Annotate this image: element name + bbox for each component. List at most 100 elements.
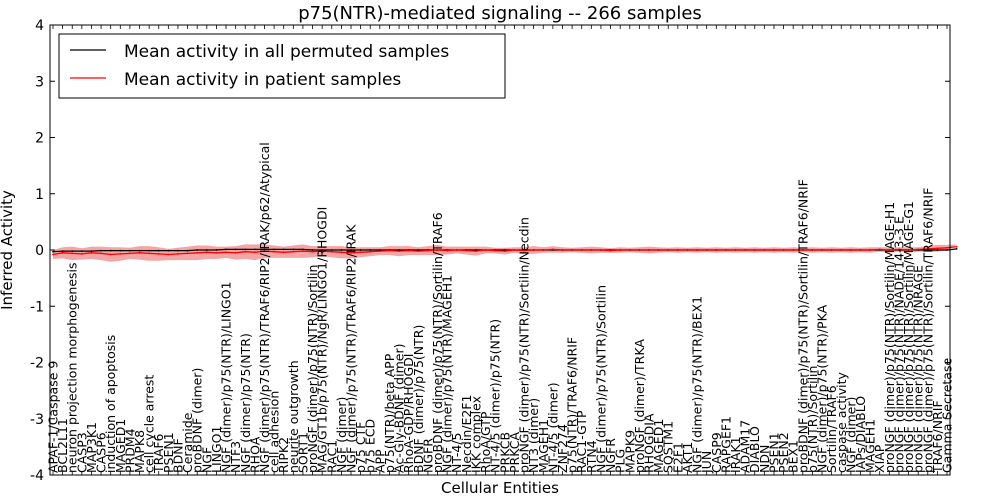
y-tick-label: 2	[35, 131, 44, 147]
x-category-label: PSEN1	[767, 432, 782, 473]
data-point-patient	[330, 250, 333, 253]
data-point-permuted	[292, 248, 295, 251]
data-point-patient	[821, 249, 823, 251]
data-point-patient	[532, 249, 535, 251]
chart-title: p75(NTR)-mediated signaling -- 266 sampl…	[298, 3, 702, 24]
data-point-patient	[936, 247, 939, 250]
x-category-label: cell cycle arrest	[142, 375, 157, 473]
data-point-patient	[119, 253, 122, 255]
data-point-patient	[926, 248, 929, 250]
data-point-patient	[244, 250, 247, 253]
data-point-patient	[340, 251, 343, 254]
x-category-label: PRDM4	[122, 428, 137, 473]
data-point-patient	[811, 249, 814, 251]
data-point-patient	[946, 246, 948, 249]
data-point-patient	[513, 249, 516, 251]
data-point-permuted	[936, 249, 939, 251]
data-point-patient	[436, 249, 439, 251]
legend: Mean activity in all permuted samples Me…	[58, 33, 506, 99]
data-point-patient	[734, 249, 737, 251]
x-category-label: PSEN2	[776, 432, 791, 473]
data-point-patient	[792, 249, 795, 251]
data-point-permuted	[71, 250, 74, 253]
data-point-patient	[234, 251, 237, 254]
data-point-patient	[417, 250, 420, 253]
data-point-patient	[302, 250, 304, 253]
x-category-label: NDN	[757, 445, 772, 473]
data-point-permuted	[148, 249, 151, 252]
data-point-patient	[628, 249, 631, 251]
data-point-patient	[71, 252, 74, 255]
x-category-label: CASP9	[709, 432, 724, 473]
y-tick-label: 0	[35, 243, 44, 259]
data-point-permuted	[61, 250, 64, 253]
x-category-label: proNGF (dimer)/p75(NTR)/Sortilin/TRAF6/N…	[920, 188, 935, 473]
data-point-patient	[619, 249, 622, 251]
x-category-label: BCL2L11	[55, 418, 70, 473]
x-category-label: NT-4/5 (dimer)	[545, 382, 560, 473]
data-point-patient	[552, 248, 554, 251]
x-category-label: MAPK8	[132, 430, 147, 473]
data-point-patient	[542, 249, 545, 251]
x-category-label: p75(NTR)/TRAF6/NRIF	[565, 337, 580, 473]
y-tick-label: -3	[30, 412, 44, 428]
x-category-label: RIPK2	[276, 437, 291, 473]
data-point-patient	[52, 253, 54, 256]
x-category-label: NGF (dimer)/p75(NTR)/PKA	[815, 304, 830, 473]
x-category-label: NGF (dimer)/p75(NTR)/TRAF6/RIP2/IRAK/p62…	[257, 142, 272, 473]
data-point-permuted	[955, 248, 958, 250]
data-point-permuted	[215, 249, 218, 251]
x-category-label: NT3 (dimer)	[526, 398, 541, 473]
data-point-patient	[888, 249, 891, 251]
data-point-patient	[763, 249, 766, 251]
data-point-patient	[830, 249, 833, 251]
x-category-label: PRKCA	[507, 432, 522, 473]
data-point-permuted	[244, 248, 247, 251]
data-point-patient	[157, 253, 160, 255]
x-category-label: E2F1	[670, 442, 685, 473]
data-point-patient	[917, 248, 920, 251]
data-point-patient	[61, 251, 64, 254]
data-point-patient	[225, 251, 227, 254]
data-point-patient	[878, 248, 881, 251]
data-point-patient	[696, 249, 698, 251]
x-category-label: RTN4	[584, 440, 599, 473]
x-category-label: ZNF274	[555, 424, 570, 473]
data-point-patient	[138, 251, 141, 254]
y-tick-label: 1	[35, 187, 44, 203]
data-point-patient	[657, 249, 660, 251]
data-point-patient	[869, 249, 871, 251]
x-category-label: p75(NTR)/Sortilin	[805, 366, 820, 473]
data-point-permuted	[177, 249, 179, 252]
data-point-patient	[369, 250, 372, 253]
data-point-patient	[676, 249, 679, 251]
x-category-label: Gamma Secretase	[940, 358, 955, 473]
data-point-permuted	[186, 249, 189, 252]
x-category-label: proNGF (dimer)/p75(NTR)/Sortilin	[305, 265, 320, 473]
data-point-patient	[801, 249, 804, 251]
x-category-label: PSEN1	[161, 432, 176, 473]
x-category-label: APP	[372, 449, 387, 473]
x-category-label: proBDNF (dimer)	[190, 368, 205, 473]
data-point-permuted	[254, 248, 256, 251]
x-axis-label: Cellular Entities	[441, 479, 559, 497]
patient-confidence-band	[53, 244, 957, 262]
x-category-label: NGF (dimer)	[334, 397, 349, 473]
x-category-label: CASP3	[74, 432, 89, 473]
data-point-patient	[600, 249, 602, 251]
y-tick-label: 4	[35, 18, 44, 34]
data-point-patient	[446, 249, 448, 252]
data-point-patient	[311, 250, 314, 253]
data-point-patient	[148, 252, 151, 255]
data-point-permuted	[350, 249, 352, 251]
data-point-permuted	[205, 249, 208, 251]
data-point-permuted	[234, 248, 237, 251]
data-point-patient	[494, 249, 497, 252]
data-point-patient	[359, 251, 362, 254]
data-point-patient	[465, 249, 468, 252]
x-category-label: IRAK1	[728, 436, 743, 473]
x-category-label: neuron projection morphogenesis	[65, 262, 80, 473]
x-category-label: RAPGEF1	[718, 416, 733, 473]
x-category-label: NTF3	[228, 441, 243, 473]
data-point-patient	[475, 250, 477, 253]
